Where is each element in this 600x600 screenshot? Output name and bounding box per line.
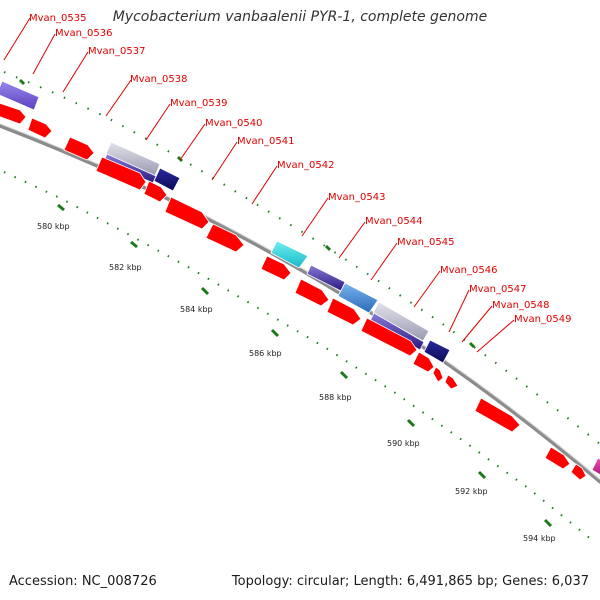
cds-arrow-small <box>444 374 459 390</box>
gene-label[interactable]: Mvan_0540 <box>205 118 262 129</box>
scale-label-582: 582 kbp <box>109 263 142 272</box>
scale-tick-588 <box>339 370 349 380</box>
gene-label[interactable]: Mvan_0542 <box>277 160 334 171</box>
gene-label[interactable]: Mvan_0537 <box>88 46 145 57</box>
scale-tick-590 <box>406 418 416 428</box>
gene-label[interactable]: Mvan_0549 <box>514 314 571 325</box>
cds-arrow <box>294 278 330 307</box>
feature-magenta <box>591 457 600 476</box>
cds-track <box>0 102 587 481</box>
gene-label[interactable]: Mvan_0546 <box>440 265 497 276</box>
gene-label[interactable]: Mvan_0547 <box>469 284 526 295</box>
map-title: Mycobacterium vanbaalenii PYR-1, complet… <box>112 9 488 25</box>
accession-text: Accession: NC_008726 <box>9 574 157 589</box>
gene-label[interactable]: Mvan_0536 <box>55 28 112 39</box>
cds-arrow-small <box>432 366 444 383</box>
cds-arrow <box>63 136 95 161</box>
scale-major-ticks <box>57 203 553 528</box>
gene-label[interactable]: Mvan_0535 <box>29 13 86 24</box>
outer-features <box>0 80 600 476</box>
feature-violet <box>0 80 40 111</box>
scale-label-584: 584 kbp <box>180 305 213 314</box>
cds-arrow <box>360 317 418 357</box>
cds-arrow <box>474 397 521 433</box>
scale-tick-592 <box>477 470 487 480</box>
feature-navy-1 <box>153 167 181 192</box>
cds-arrow <box>164 196 210 230</box>
gene-label[interactable]: Mvan_0538 <box>130 74 187 85</box>
scale-label-590: 590 kbp <box>387 439 420 448</box>
cds-arrow <box>412 351 435 373</box>
gene-label[interactable]: Mvan_0543 <box>328 192 385 203</box>
feature-blue <box>337 282 379 314</box>
scale-label-594: 594 kbp <box>523 534 556 543</box>
gene-label[interactable]: Mvan_0548 <box>492 300 549 311</box>
label-leaders <box>3 17 515 353</box>
cds-arrow <box>205 223 245 253</box>
feature-navy-2 <box>423 339 451 364</box>
scale-tick-584 <box>200 286 210 296</box>
scale-dotted-track <box>3 171 593 541</box>
scale-tick-580 <box>57 203 65 212</box>
cds-arrow <box>570 463 587 481</box>
cds-arrow <box>0 102 27 125</box>
scale-tick-586 <box>270 328 280 338</box>
cds-arrow <box>95 156 147 191</box>
outer-track-ticks <box>18 78 476 349</box>
scale-label-588: 588 kbp <box>319 393 352 402</box>
cds-arrow <box>544 446 571 470</box>
gene-label[interactable]: Mvan_0545 <box>397 237 454 248</box>
scale-label-580: 580 kbp <box>37 222 70 231</box>
cds-arrow <box>260 255 292 281</box>
cds-arrow <box>326 297 362 326</box>
gene-label[interactable]: Mvan_0544 <box>365 216 422 227</box>
feature-cyan <box>270 240 309 269</box>
scale-label-586: 586 kbp <box>249 349 282 358</box>
scale-tick-594 <box>543 518 553 528</box>
gene-label[interactable]: Mvan_0539 <box>170 98 227 109</box>
genome-info-text: Topology: circular; Length: 6,491,865 bp… <box>231 574 589 589</box>
scale-label-592: 592 kbp <box>455 487 488 496</box>
cds-arrow <box>27 117 53 139</box>
scale-tick-582 <box>130 240 138 249</box>
gene-label[interactable]: Mvan_0541 <box>237 136 294 147</box>
cds-arrow <box>143 180 168 203</box>
